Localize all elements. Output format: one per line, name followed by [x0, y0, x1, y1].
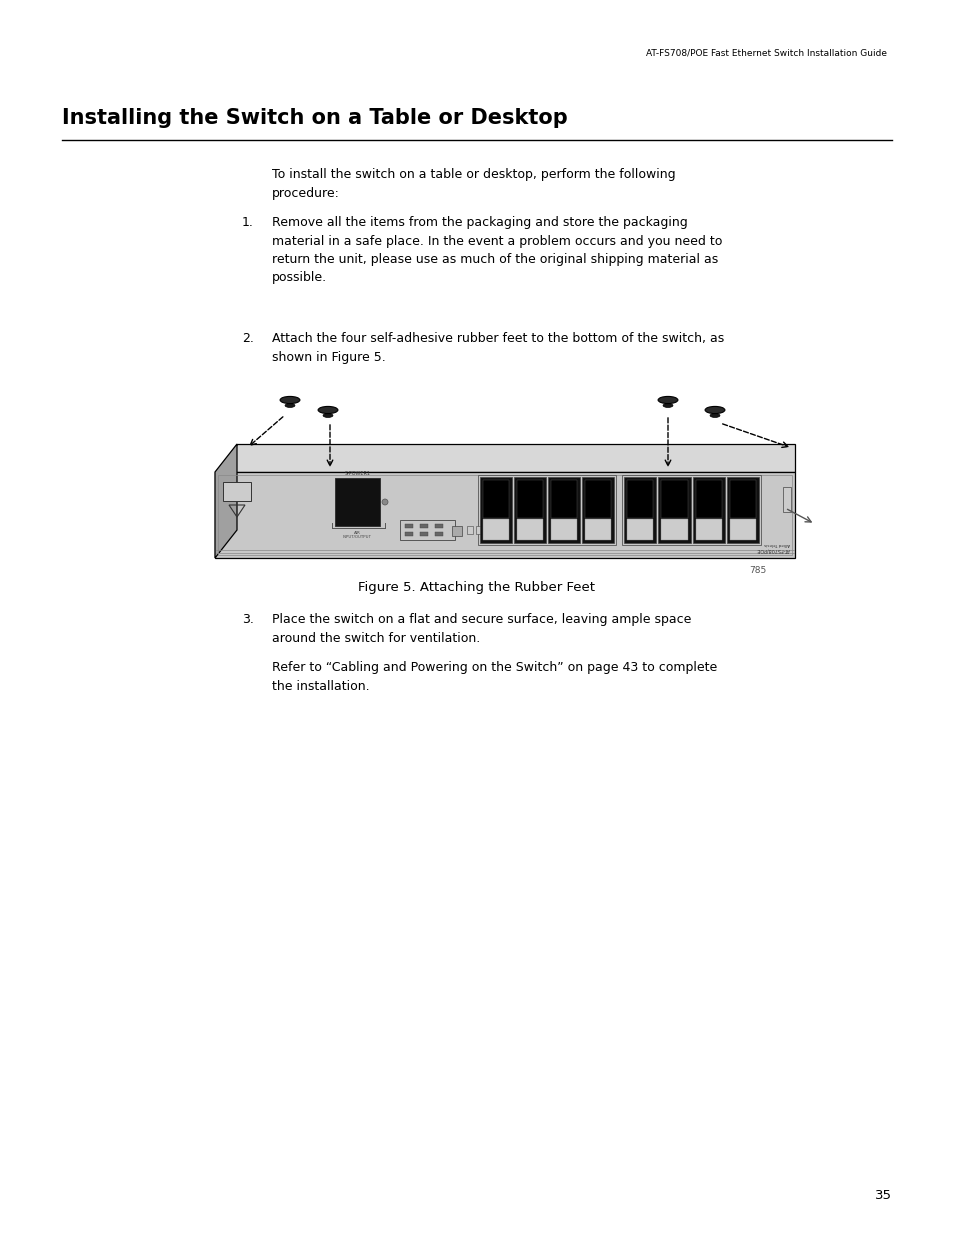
- Ellipse shape: [285, 404, 294, 408]
- Text: 785: 785: [748, 566, 765, 576]
- Text: AT-FS708/POE: AT-FS708/POE: [756, 547, 789, 552]
- Ellipse shape: [323, 414, 333, 417]
- Bar: [726, 477, 758, 543]
- Ellipse shape: [317, 406, 337, 414]
- Bar: [452, 526, 461, 536]
- Text: 35: 35: [874, 1189, 891, 1202]
- Ellipse shape: [709, 414, 720, 417]
- Bar: [782, 487, 790, 513]
- Text: Attach the four self-adhesive rubber feet to the bottom of the switch, as
shown : Attach the four self-adhesive rubber fee…: [272, 332, 723, 363]
- Text: INPUT/OUTPUT: INPUT/OUTPUT: [343, 535, 372, 538]
- Bar: [479, 477, 512, 543]
- Bar: [551, 480, 577, 519]
- Text: To install the switch on a table or desktop, perform the following
procedure:: To install the switch on a table or desk…: [272, 168, 675, 200]
- Bar: [467, 526, 473, 534]
- Bar: [627, 519, 653, 540]
- Bar: [517, 480, 542, 519]
- Bar: [476, 526, 481, 534]
- Bar: [514, 477, 546, 543]
- Circle shape: [381, 499, 388, 505]
- Text: AT-FS708/POE Fast Ethernet Switch Installation Guide: AT-FS708/POE Fast Ethernet Switch Instal…: [645, 48, 886, 57]
- Bar: [399, 520, 455, 540]
- Bar: [218, 475, 791, 555]
- Bar: [695, 519, 720, 540]
- Bar: [584, 519, 611, 540]
- Text: 3.: 3.: [242, 613, 253, 626]
- Text: Figure 5. Attaching the Rubber Feet: Figure 5. Attaching the Rubber Feet: [358, 580, 595, 594]
- Bar: [695, 480, 720, 519]
- Bar: [223, 482, 251, 501]
- Bar: [658, 477, 690, 543]
- Bar: [581, 477, 614, 543]
- Bar: [484, 526, 491, 534]
- Ellipse shape: [662, 404, 672, 408]
- Ellipse shape: [658, 396, 678, 404]
- Ellipse shape: [704, 406, 724, 414]
- Bar: [660, 519, 687, 540]
- Text: Refer to “Cabling and Powering on the Switch” on page 43 to complete
the install: Refer to “Cabling and Powering on the Sw…: [272, 661, 717, 693]
- Bar: [517, 519, 542, 540]
- Bar: [627, 480, 653, 519]
- Bar: [660, 480, 687, 519]
- Bar: [621, 475, 760, 545]
- Ellipse shape: [280, 396, 299, 404]
- Bar: [692, 477, 724, 543]
- Bar: [419, 532, 428, 536]
- Text: Remove all the items from the packaging and store the packaging
material in a sa: Remove all the items from the packaging …: [272, 216, 721, 284]
- Bar: [729, 519, 755, 540]
- Bar: [214, 472, 794, 558]
- Bar: [482, 480, 509, 519]
- Bar: [623, 477, 656, 543]
- Text: AIR: AIR: [354, 531, 360, 535]
- Text: 1.: 1.: [242, 216, 253, 228]
- Bar: [419, 524, 428, 529]
- Bar: [584, 480, 611, 519]
- Text: 2.: 2.: [242, 332, 253, 345]
- Bar: [482, 519, 509, 540]
- Polygon shape: [214, 445, 236, 558]
- Text: S-POWER1: S-POWER1: [344, 471, 370, 475]
- Bar: [405, 532, 413, 536]
- Bar: [551, 519, 577, 540]
- Bar: [729, 480, 755, 519]
- Text: Allied Telesis: Allied Telesis: [763, 542, 789, 546]
- Text: Installing the Switch on a Table or Desktop: Installing the Switch on a Table or Desk…: [62, 107, 567, 128]
- Bar: [405, 524, 413, 529]
- Bar: [335, 478, 379, 526]
- Bar: [477, 475, 616, 545]
- Bar: [435, 532, 442, 536]
- Bar: [435, 524, 442, 529]
- Text: Place the switch on a flat and secure surface, leaving ample space
around the sw: Place the switch on a flat and secure su…: [272, 613, 691, 645]
- Bar: [548, 477, 579, 543]
- Polygon shape: [214, 445, 794, 472]
